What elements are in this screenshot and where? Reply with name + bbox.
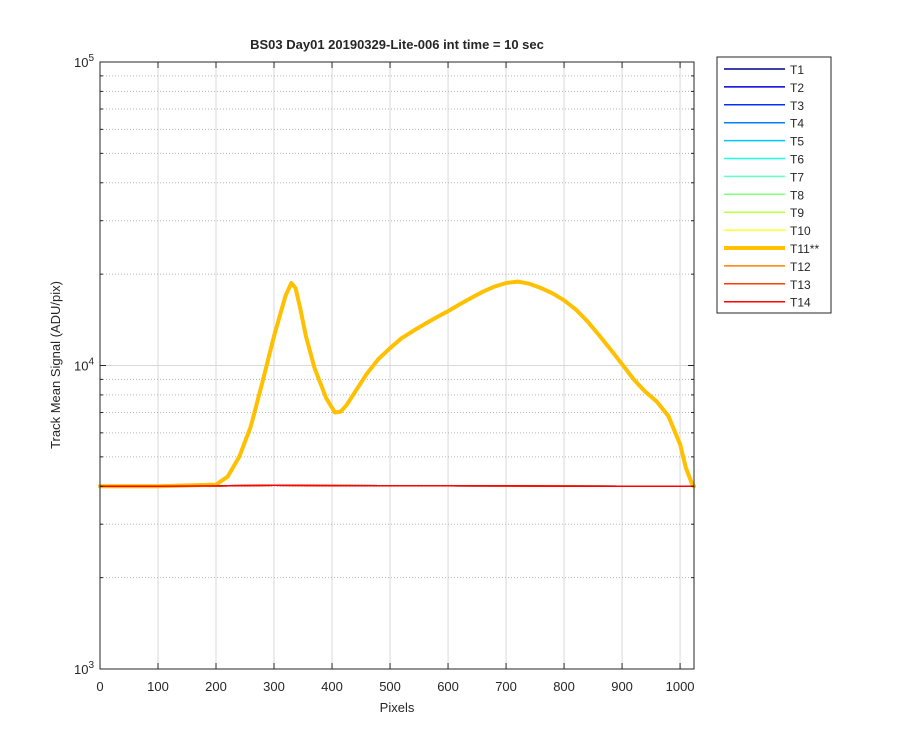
legend-label: T8 [790, 188, 804, 202]
legend-label: T7 [790, 170, 804, 184]
legend-label: T10 [790, 224, 811, 238]
series-line-t11 [98, 279, 696, 489]
x-tick-label: 500 [379, 679, 401, 694]
legend-label: T9 [790, 206, 804, 220]
legend-label: T3 [790, 99, 804, 113]
x-tick-label: 300 [263, 679, 285, 694]
y-axis-ticks: 103 104 105 [74, 53, 694, 677]
x-tick-label: 0 [96, 679, 103, 694]
x-axis-ticks: 0 100 200 300 400 500 600 700 800 900 1000 [96, 62, 695, 694]
x-axis-label: Pixels [380, 700, 415, 715]
legend-label: T2 [790, 81, 804, 95]
x-tick-label: 100 [147, 679, 169, 694]
legend-label: T1 [790, 63, 804, 77]
series-line-overlay [100, 484, 694, 488]
x-tick-label: 800 [553, 679, 575, 694]
legend-label: T5 [790, 135, 804, 149]
legend-label: T6 [790, 153, 804, 167]
legend: T1 T2 T3 T4 T5 T6 T7 T8 T9 T10 T11** T12 T13 T14 [716, 56, 832, 314]
y-axis-label: Track Mean Signal (ADU/pix) [48, 281, 63, 449]
y-tick-label: 105 [74, 53, 94, 70]
chart-title: BS03 Day01 20190329-Lite-006 int time = … [250, 37, 544, 52]
x-tick-label: 400 [321, 679, 343, 694]
legend-label: T14 [790, 296, 811, 310]
legend-label: T11** [790, 242, 819, 256]
x-tick-label: 600 [437, 679, 459, 694]
series-lines [98, 279, 696, 489]
y-tick-label: 103 [74, 660, 94, 677]
legend-label: T13 [790, 278, 811, 292]
legend-label: T12 [790, 260, 811, 274]
y-tick-label: 104 [74, 357, 94, 374]
x-tick-label: 700 [495, 679, 517, 694]
x-tick-label: 200 [205, 679, 227, 694]
x-tick-label: 900 [611, 679, 633, 694]
legend-box [716, 56, 832, 314]
x-tick-label: 1000 [666, 679, 695, 694]
legend-label: T4 [790, 117, 804, 131]
